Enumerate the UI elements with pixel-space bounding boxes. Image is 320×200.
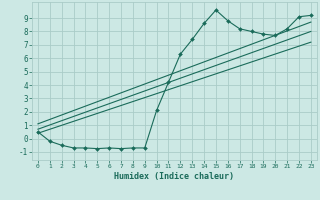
X-axis label: Humidex (Indice chaleur): Humidex (Indice chaleur) <box>115 172 234 181</box>
